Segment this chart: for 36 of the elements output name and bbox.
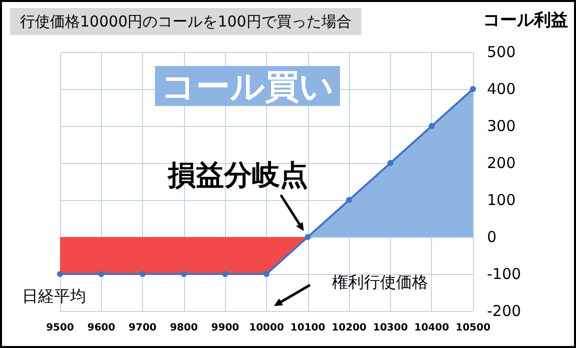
annotation: 権利行使価格 — [332, 272, 428, 292]
x-tick-label: 10300 — [373, 322, 408, 334]
x-tick-label: 9500 — [46, 322, 74, 334]
x-tick-label: 9600 — [87, 322, 116, 334]
y-tick-label: -200 — [487, 302, 522, 320]
y-tick-label: 200 — [487, 154, 516, 172]
annotation: 損益分岐点 — [166, 158, 308, 192]
y-axis-title: コール利益 — [483, 10, 568, 30]
point — [264, 271, 270, 277]
x-tick-label: 10400 — [414, 322, 450, 334]
point — [98, 271, 104, 277]
y-tick-label: 0 — [487, 228, 497, 246]
x-tick-label: 10000 — [249, 322, 284, 334]
x-tick-label: 10100 — [290, 322, 326, 334]
y-tick-label: 300 — [487, 117, 516, 135]
point — [140, 271, 146, 277]
point — [428, 123, 435, 129]
annotation: コール買い — [161, 67, 334, 107]
point — [387, 160, 394, 166]
point — [470, 86, 476, 92]
x-tick-label: 10500 — [456, 322, 490, 334]
x-tick-label: 9800 — [170, 322, 198, 334]
x-tick-label: 9700 — [128, 322, 157, 334]
y-tick-label: 500 — [487, 43, 516, 61]
y-tick-label: 400 — [487, 80, 516, 98]
point — [57, 271, 63, 277]
x-tick-label: 9900 — [211, 322, 240, 334]
y-tick-label: -100 — [487, 265, 522, 283]
y-tick-label: 100 — [487, 191, 516, 209]
x-tick-label: 10200 — [332, 322, 367, 334]
point — [346, 197, 352, 203]
point — [304, 234, 311, 240]
chart-title: 行使価格10000円のコールを100円で買った場合 — [20, 12, 352, 30]
point — [222, 271, 228, 277]
x-axis-title: 日経平均 — [22, 286, 86, 306]
point — [180, 271, 187, 277]
